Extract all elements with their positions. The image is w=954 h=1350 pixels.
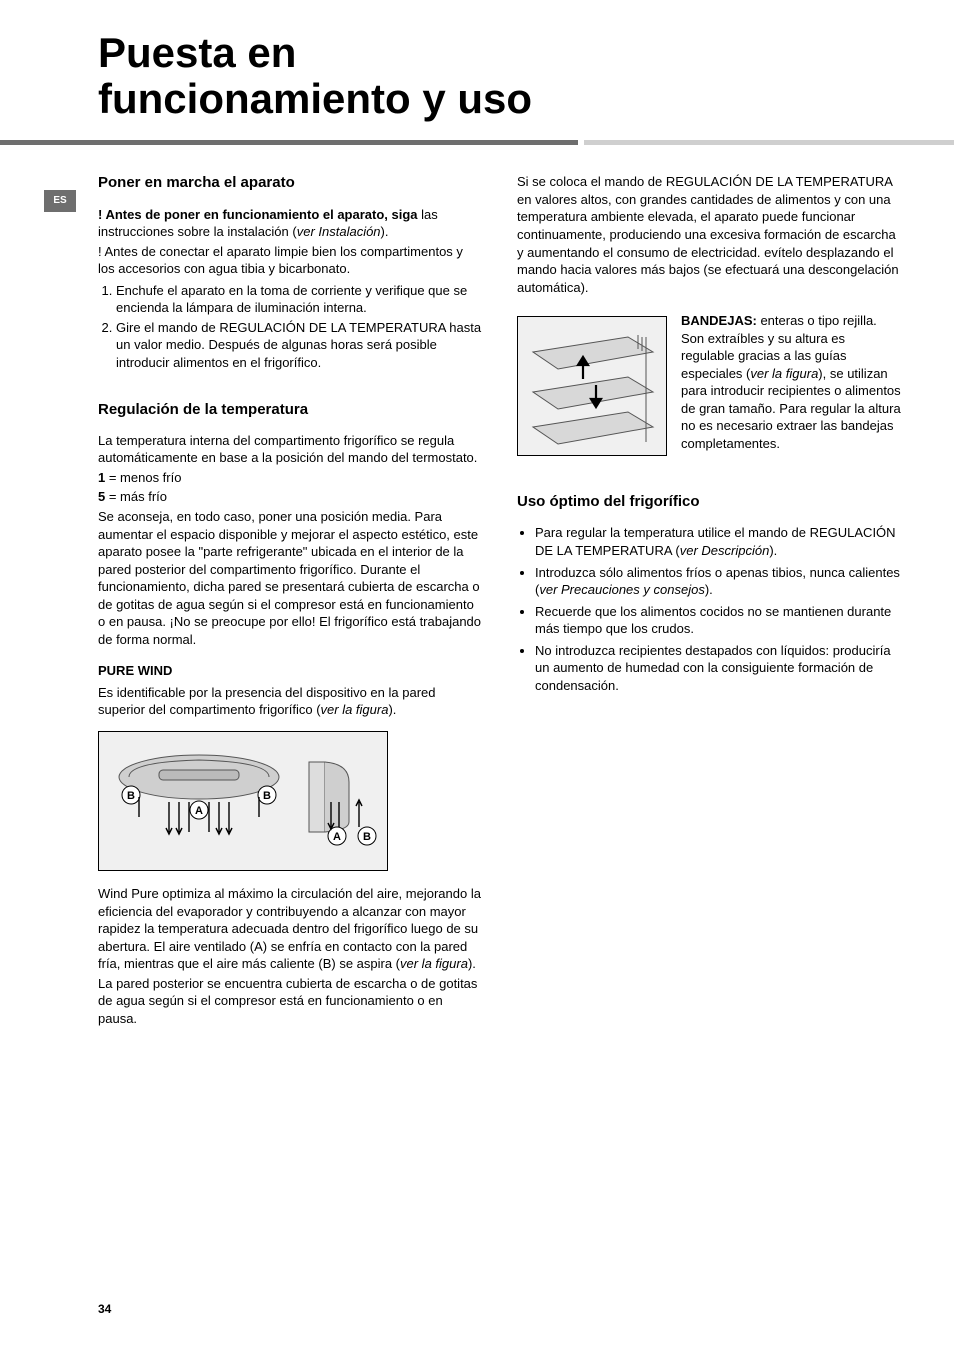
warning-2: ! Antes de conectar el aparato limpie bi… — [98, 243, 483, 278]
svg-text:B: B — [363, 831, 371, 843]
scale-5-text: = más frío — [105, 489, 167, 504]
uso-optimo-list: Para regular la temperatura utilice el m… — [517, 524, 902, 694]
bullet-1-italic: ver Descripción — [680, 543, 770, 558]
scale-1-text: = menos frío — [105, 470, 181, 485]
warning-1-bold: ! Antes de poner en funcionamiento el ap… — [98, 207, 418, 222]
title-line-2: funcionamiento y uso — [98, 75, 532, 122]
bullet-4: No introduzca recipientes destapados con… — [535, 642, 902, 695]
bullet-2-italic: ver Precauciones y consejos — [539, 582, 704, 597]
heading-regulacion: Regulación de la temperatura — [98, 400, 483, 420]
heading-uso-optimo: Uso óptimo del frigorífico — [517, 492, 902, 512]
bullet-2-b: ). — [705, 582, 713, 597]
regulation-intro: La temperatura interna del compartimento… — [98, 432, 483, 467]
bullet-2: Introduzca sólo alimentos fríos o apenas… — [535, 564, 902, 599]
heading-poner-en-marcha: Poner en marcha el aparato — [98, 173, 483, 193]
bullet-3: Recuerde que los alimentos cocidos no se… — [535, 603, 902, 638]
title-line-1: Puesta en — [98, 29, 296, 76]
scale-1: 1 = menos frío — [98, 469, 483, 487]
header-divider — [0, 140, 954, 145]
pure-wind-body-b: ). — [468, 956, 476, 971]
pure-wind-note: La pared posterior se encuentra cubierta… — [98, 975, 483, 1028]
pure-wind-body-italic: ver la figura — [400, 956, 468, 971]
bandejas-block: BANDEJAS: enteras o tipo rejilla. Son ex… — [517, 312, 902, 462]
page-number: 34 — [98, 1302, 111, 1316]
regulation-advice: Se aconseja, en todo caso, poner una pos… — [98, 508, 483, 648]
page-title: Puesta en funcionamiento y uso — [0, 0, 954, 140]
svg-text:B: B — [263, 790, 271, 802]
warning-1: ! Antes de poner en funcionamiento el ap… — [98, 206, 483, 241]
bandejas-italic: ver la figura — [750, 366, 818, 381]
svg-text:B: B — [127, 790, 135, 802]
language-badge: ES — [44, 190, 76, 212]
right-column: Si se coloca el mando de REGULACIÓN DE L… — [517, 173, 902, 1029]
scale-5: 5 = más frío — [98, 488, 483, 506]
warning-1-italic: ver Instalación — [297, 224, 381, 239]
svg-text:A: A — [333, 831, 341, 843]
temperature-warning: Si se coloca el mando de REGULACIÓN DE L… — [517, 173, 902, 296]
pure-wind-body: Wind Pure optimiza al máximo la circulac… — [98, 885, 483, 973]
bullet-1-b: ). — [769, 543, 777, 558]
bandejas-label: BANDEJAS: — [681, 313, 757, 328]
warning-1-close: ). — [381, 224, 389, 239]
left-column: Poner en marcha el aparato ! Antes de po… — [98, 173, 483, 1029]
figure-pure-wind: B B A — [98, 731, 388, 871]
pure-wind-intro: Es identificable por la presencia del di… — [98, 684, 483, 719]
content-area: Poner en marcha el aparato ! Antes de po… — [0, 145, 954, 1029]
svg-text:A: A — [195, 805, 203, 817]
step-1: Enchufe el aparato en la toma de corrien… — [116, 282, 483, 317]
pure-wind-intro-b: ). — [388, 702, 396, 717]
startup-steps: Enchufe el aparato en la toma de corrien… — [98, 282, 483, 372]
figure-shelf — [517, 316, 667, 456]
bullet-1: Para regular la temperatura utilice el m… — [535, 524, 902, 559]
pure-wind-intro-italic: ver la figura — [321, 702, 389, 717]
heading-pure-wind: PURE WIND — [98, 662, 483, 680]
step-2: Gire el mando de REGULACIÓN DE LA TEMPER… — [116, 319, 483, 372]
